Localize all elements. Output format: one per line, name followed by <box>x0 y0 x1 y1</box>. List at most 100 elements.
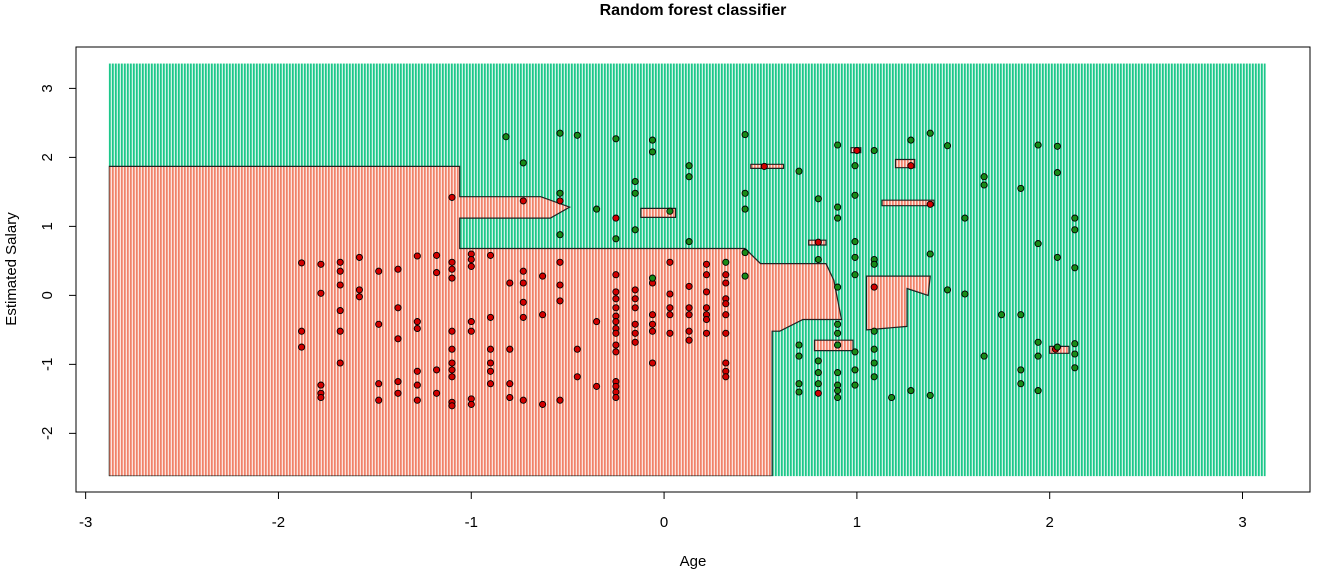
data-point-class-0 <box>486 380 495 388</box>
data-point-class-1 <box>1071 340 1079 348</box>
data-point-class-1 <box>851 381 859 389</box>
data-point-class-1 <box>1017 380 1025 388</box>
data-point-class-0 <box>702 315 711 324</box>
data-point-class-1 <box>685 238 693 246</box>
data-point-class-0 <box>612 341 620 349</box>
data-point-class-1 <box>1034 141 1042 149</box>
data-point-class-0 <box>612 304 620 312</box>
data-point-class-0 <box>413 381 421 389</box>
data-point-class-0 <box>448 327 456 335</box>
data-point-class-0 <box>486 313 495 321</box>
data-point-class-0 <box>539 272 547 280</box>
data-point-class-0 <box>394 389 402 397</box>
data-point-class-1 <box>851 348 859 356</box>
data-point-class-0 <box>612 393 620 402</box>
data-point-class-1 <box>1071 350 1079 358</box>
data-point-class-0 <box>631 320 639 328</box>
data-point-class-0 <box>612 295 620 303</box>
chart-title: Random forest classifier <box>600 2 787 19</box>
x-tick-label: 0 <box>660 514 668 531</box>
data-point-class-1 <box>648 136 657 144</box>
data-point-class-0 <box>702 260 711 268</box>
data-point-class-1 <box>1034 338 1042 346</box>
data-point-class-1 <box>631 189 639 197</box>
data-point-class-0 <box>648 320 657 328</box>
data-point-class-1 <box>631 177 639 186</box>
data-point-class-0 <box>448 258 456 266</box>
data-point-class-0 <box>631 286 639 294</box>
data-point-class-0 <box>394 304 402 312</box>
data-point-class-1 <box>519 159 527 167</box>
class-0-region <box>865 275 931 331</box>
data-point-class-0 <box>612 271 620 279</box>
data-point-class-1 <box>722 258 730 266</box>
data-point-class-0 <box>722 311 730 319</box>
x-axis: -3 -2 -1 0 1 2 3 <box>79 491 1247 531</box>
data-point-class-1 <box>997 311 1006 319</box>
data-point-class-0 <box>433 389 441 397</box>
data-point-class-1 <box>870 260 878 268</box>
data-point-class-1 <box>943 286 952 294</box>
data-point-class-0 <box>413 367 421 375</box>
data-point-class-1 <box>1034 387 1042 395</box>
data-point-class-0 <box>666 258 674 266</box>
data-point-class-0 <box>722 359 730 367</box>
data-point-class-0 <box>317 260 325 268</box>
data-point-class-1 <box>814 380 822 388</box>
data-point-class-0 <box>413 318 421 326</box>
data-point-class-0 <box>433 269 441 277</box>
data-point-class-1 <box>1053 253 1061 261</box>
x-tick-label: 1 <box>853 514 861 531</box>
data-point-class-0 <box>519 313 527 321</box>
data-point-class-1 <box>795 341 803 349</box>
data-point-class-1 <box>961 290 969 298</box>
data-point-class-0 <box>648 327 657 335</box>
x-tick-label: -1 <box>465 514 478 531</box>
data-point-class-0 <box>433 251 441 259</box>
data-point-class-0 <box>685 304 693 312</box>
data-point-class-0 <box>556 258 564 266</box>
data-point-class-1 <box>834 283 842 291</box>
data-point-class-1 <box>612 235 620 243</box>
data-point-class-0 <box>556 297 564 305</box>
data-point-class-0 <box>448 265 456 273</box>
data-point-class-1 <box>834 320 842 328</box>
data-point-class-1 <box>961 214 969 222</box>
data-point-class-0 <box>467 318 475 326</box>
data-point-class-0 <box>506 345 514 353</box>
data-point-class-0 <box>433 366 441 374</box>
data-point-class-1 <box>814 357 822 365</box>
data-point-class-0 <box>612 214 620 222</box>
data-point-class-1 <box>685 162 693 170</box>
data-point-class-1 <box>814 195 822 203</box>
data-point-class-1 <box>795 167 803 175</box>
data-point-class-0 <box>519 197 527 205</box>
data-point-class-0 <box>631 338 639 346</box>
data-point-class-0 <box>870 283 878 291</box>
x-tick-label: 3 <box>1238 514 1246 531</box>
data-point-class-0 <box>336 258 344 266</box>
data-point-class-1 <box>907 387 915 395</box>
data-point-class-0 <box>666 304 674 312</box>
data-point-class-1 <box>834 393 842 402</box>
data-point-class-0 <box>814 389 822 397</box>
data-point-class-0 <box>336 327 344 335</box>
data-point-class-0 <box>467 255 475 264</box>
data-point-class-0 <box>612 329 620 337</box>
data-point-class-1 <box>795 380 803 388</box>
data-point-class-1 <box>870 327 878 335</box>
data-point-class-1 <box>926 250 934 258</box>
data-point-class-0 <box>631 295 639 303</box>
data-point-class-0 <box>506 279 514 287</box>
decision-region-layer <box>108 63 1266 477</box>
data-point-class-1 <box>814 369 822 377</box>
data-point-class-0 <box>648 311 657 319</box>
data-point-class-0 <box>336 307 344 315</box>
data-point-class-1 <box>834 203 842 211</box>
data-point-class-0 <box>612 288 620 296</box>
data-point-class-0 <box>722 279 730 287</box>
data-point-class-1 <box>943 142 952 150</box>
data-point-class-1 <box>851 366 859 374</box>
data-point-class-1 <box>1017 366 1025 374</box>
